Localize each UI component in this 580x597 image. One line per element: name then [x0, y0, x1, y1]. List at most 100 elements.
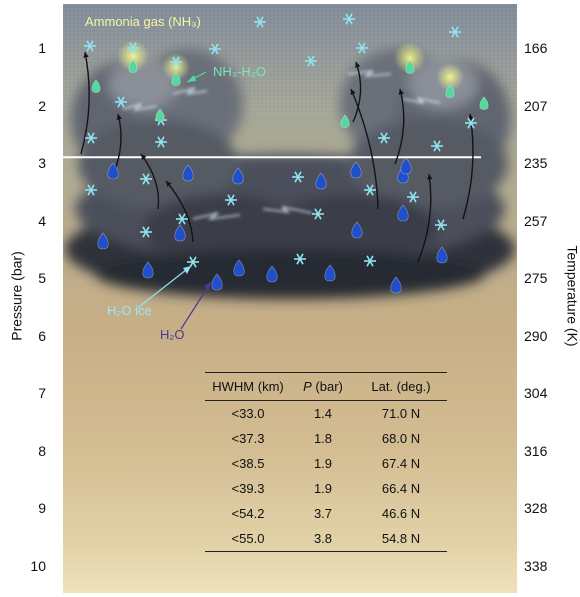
ice-crystal-icon [465, 117, 477, 129]
ice-crystal-icon [140, 226, 152, 238]
pressure-tick: 10 [30, 557, 46, 574]
nh3-pointer-arrowhead [187, 75, 196, 82]
water-drop-icon [266, 265, 278, 283]
water-pointer-arrowhead [204, 282, 211, 291]
cell-latitude: 68.0 N [381, 431, 421, 446]
arrowhead [427, 174, 433, 180]
ice-crystal-icon [140, 173, 152, 185]
updraft-arrow [417, 173, 432, 263]
ice-crystal-icon [305, 55, 317, 67]
table-row: <54.2 3.7 46.6 N [205, 501, 447, 526]
cell-pressure: 1.4 [313, 406, 333, 421]
pressure-tick: 2 [38, 97, 46, 114]
arrowhead [350, 89, 356, 95]
ice-crystal-icon [84, 40, 96, 52]
ice-crystal-icon [407, 191, 419, 203]
arrowhead [468, 114, 474, 120]
water-drop-icon [397, 204, 409, 222]
table-row: <55.0 3.8 54.8 N [205, 526, 447, 552]
water-drop-icon [232, 167, 244, 185]
water-pointer-line [180, 281, 212, 330]
water-drop-icon [97, 232, 109, 250]
table-header-row: HWHM (km) P (bar) Lat. (deg.) [205, 372, 447, 401]
storm-cloud [65, 49, 515, 299]
ice-crystal-icon [127, 42, 139, 54]
ice-crystal-icon [364, 255, 376, 267]
ice-crystal-icon [312, 208, 324, 220]
temperature-tick: 338 [524, 557, 548, 574]
arrowhead [166, 181, 172, 187]
nh3-h2o-label: NH₃-H₂O [213, 64, 266, 79]
nh3-drop-icon [445, 84, 455, 98]
ice-crystal-icon [85, 132, 97, 144]
cell-pressure: 3.7 [313, 506, 333, 521]
water-drop-icon [142, 261, 154, 279]
water-drop-icon [233, 259, 245, 277]
nh3-drop-icon [340, 114, 350, 128]
cell-hwhm: <54.2 [231, 506, 265, 521]
cell-pressure: 3.8 [291, 526, 355, 552]
ice-crystal-icon [225, 194, 237, 206]
ice-crystal-icon [364, 184, 376, 196]
temperature-tick: 207 [524, 97, 548, 114]
temperature-tick: 257 [524, 212, 548, 229]
cell-latitude: 67.4 N [381, 456, 421, 471]
cell-hwhm: <39.3 [231, 481, 265, 496]
ice-crystal-icon [187, 256, 199, 268]
updraft-arrow [165, 180, 194, 243]
nh3-drop-icon [171, 72, 181, 86]
temperature-tick: 290 [524, 327, 548, 344]
ice-crystal-icon [176, 213, 188, 225]
table-row: <39.3 1.9 66.4 N [205, 476, 447, 501]
raindrops [91, 59, 489, 294]
temperature-axis-title: Temperature (K) [564, 245, 580, 347]
temperature-tick: 304 [524, 385, 548, 401]
cell-latitude: 54.8 N [355, 526, 447, 552]
table-row: <33.0 1.4 71.0 N [205, 401, 447, 427]
cell-hwhm: <38.5 [231, 456, 265, 471]
nh3-drop-icon [91, 79, 101, 93]
ice-crystal-icon [254, 16, 266, 28]
h2o-ice-label: H₂O ice [107, 303, 152, 318]
pressure-tick: 1 [38, 40, 46, 56]
temperature-tick: 166 [524, 40, 548, 56]
header-pressure-symbol: P [303, 379, 312, 394]
h2o-label: H₂O [160, 327, 185, 342]
updraft-arrow [140, 153, 160, 210]
ice-crystal-icon [115, 96, 127, 108]
temperature-tick: 275 [524, 270, 548, 286]
cell-pressure: 1.9 [313, 456, 333, 471]
water-drop-icon [182, 164, 194, 182]
cloud-properties-table: HWHM (km) P (bar) Lat. (deg.) <33.0 1.4 71… [205, 372, 447, 552]
table-body: <33.0 1.4 71.0 N <37.3 1.8 68.0 N <38.5 1.9 67.4… [205, 401, 447, 552]
arrowhead [141, 154, 147, 160]
pressure-tick: 5 [38, 270, 46, 286]
cell-latitude: 71.0 N [381, 406, 421, 421]
cell-latitude: 66.4 N [381, 481, 421, 496]
ammonia-gas-label: Ammonia gas (NH₃) [85, 14, 201, 29]
water-drop-icon [174, 224, 186, 242]
cell-pressure: 1.8 [313, 431, 333, 446]
ice-crystal-icon [155, 136, 167, 148]
nh3-drop-icon [405, 60, 415, 74]
nh3-drop-icon [155, 108, 165, 122]
cell-pressure: 1.9 [313, 481, 333, 496]
ice-crystal-icon [435, 219, 447, 231]
water-drop-icon [350, 161, 362, 179]
water-drop-icon [315, 172, 327, 190]
cell-hwhm: <33.0 [231, 406, 265, 421]
ice-crystal-icon [170, 56, 182, 68]
water-drop-icon [400, 157, 412, 175]
water-drop-icon [390, 276, 402, 294]
arrowhead [398, 89, 404, 95]
temperature-tick: 235 [524, 155, 548, 171]
nh3-drop-icon [479, 96, 489, 110]
updraft-arrow [394, 88, 405, 165]
water-drop-icon [107, 162, 119, 180]
pressure-tick: 9 [38, 500, 46, 516]
cell-hwhm: <37.3 [231, 431, 265, 446]
temperature-tick: 328 [524, 500, 548, 516]
atmosphere-panel [63, 4, 517, 593]
pressure-tick: 3 [38, 155, 46, 171]
